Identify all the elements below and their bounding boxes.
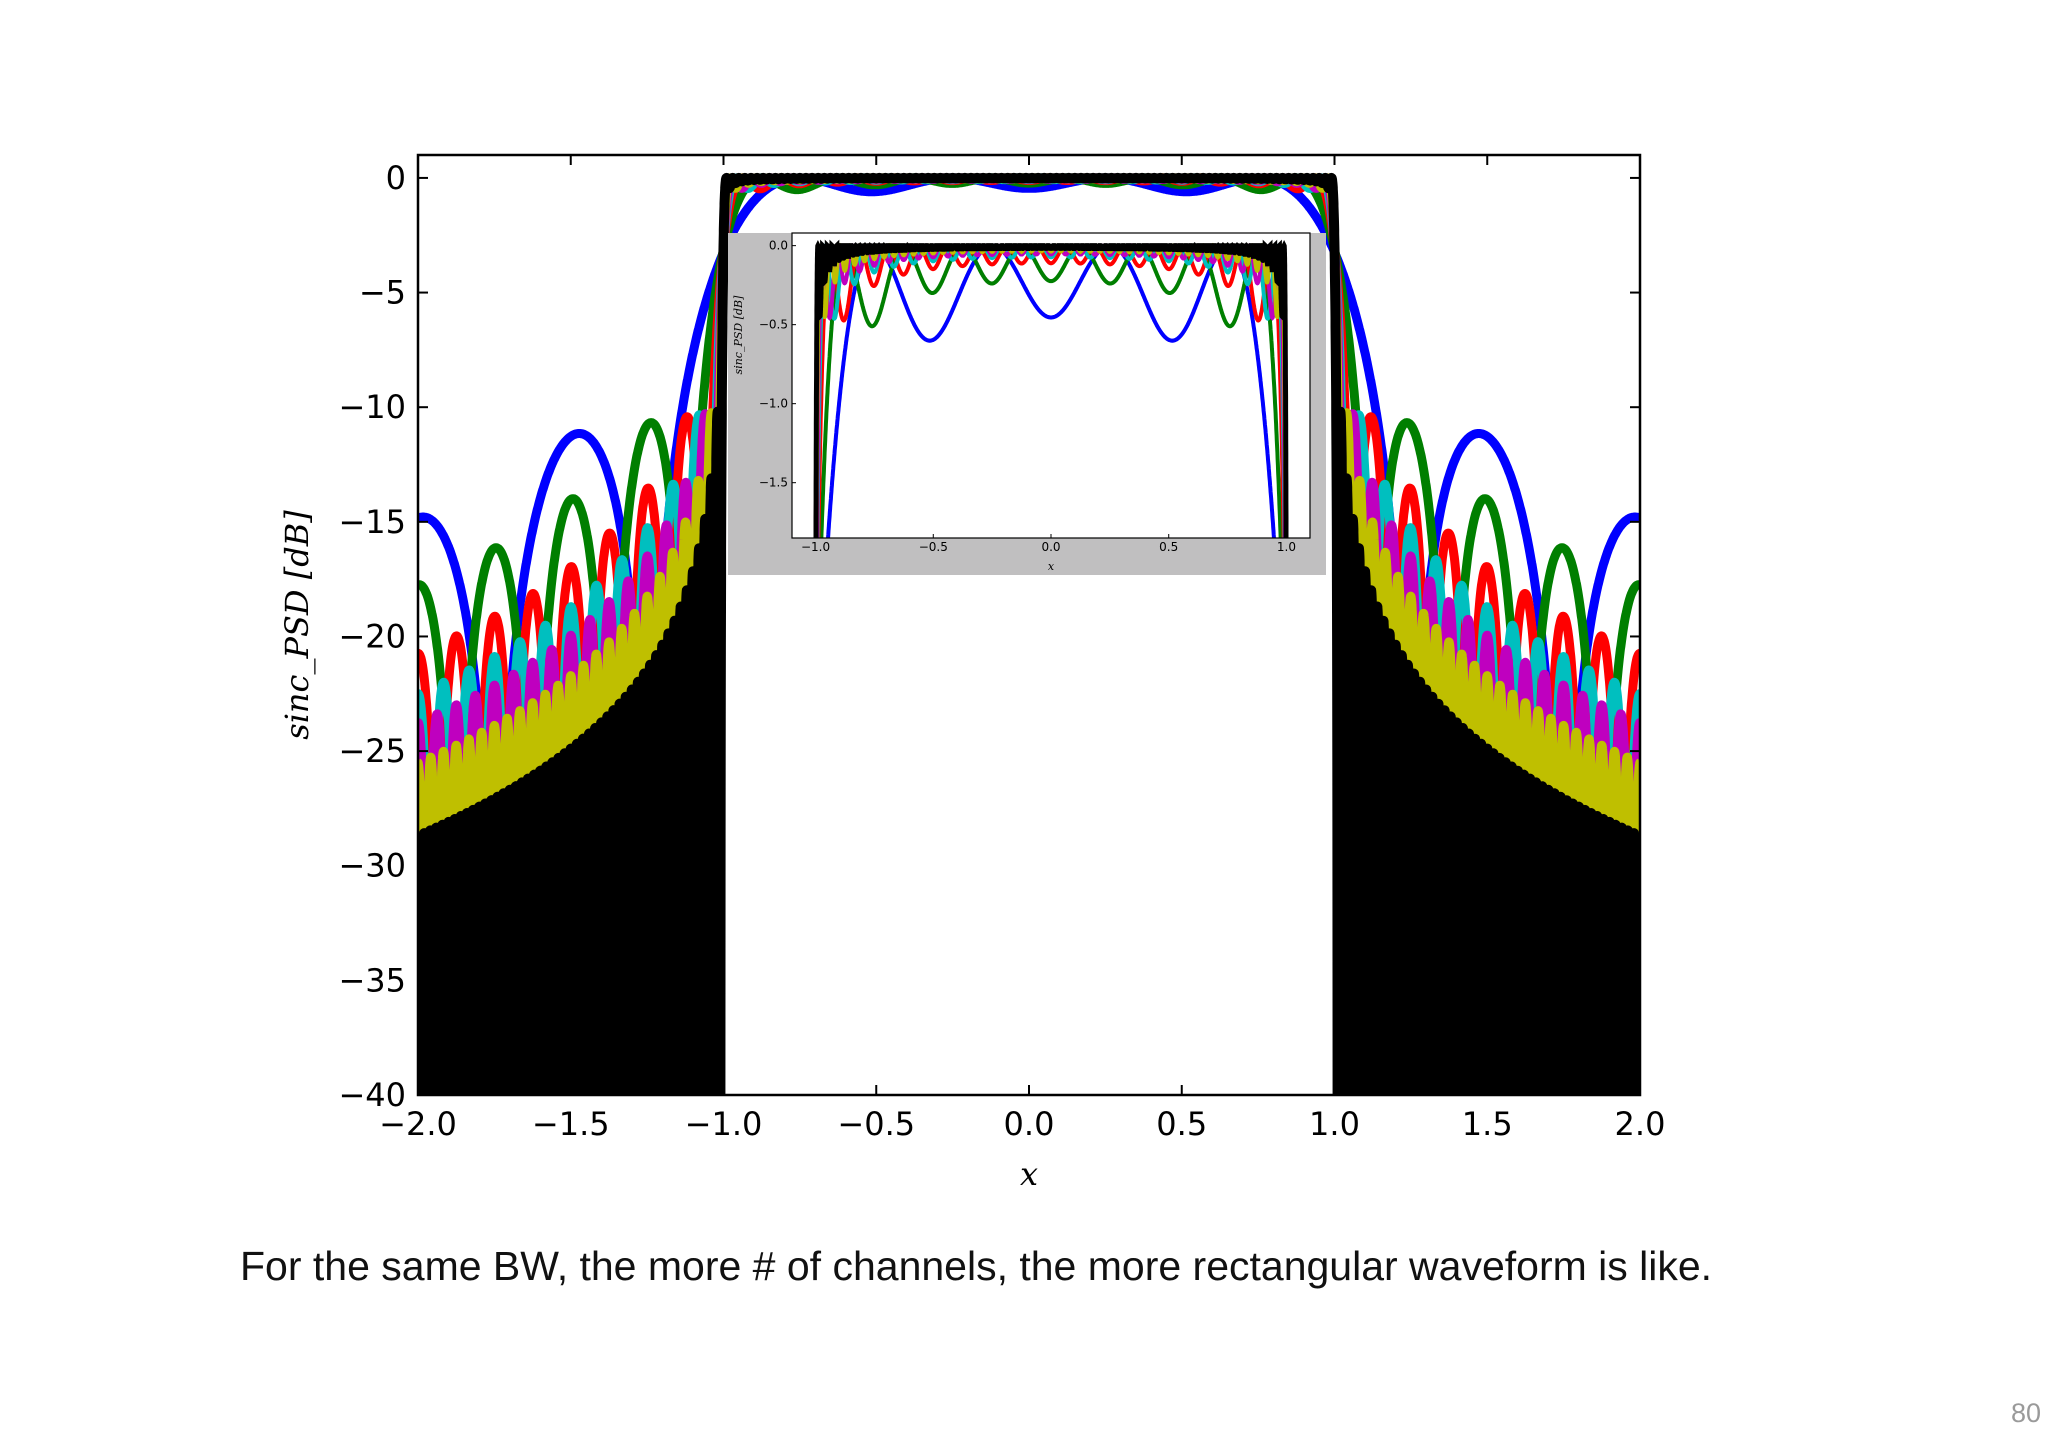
inset-x-axis-label: x (1048, 560, 1055, 573)
main-x-tick-label: −1.0 (685, 1105, 763, 1143)
main-x-tick-label: 0.5 (1156, 1105, 1207, 1143)
inset-y-tick-label: −0.5 (759, 318, 788, 332)
main-y-tick-label: −15 (338, 503, 406, 541)
inset-x-tick-label: 1.0 (1277, 540, 1296, 554)
main-y-tick-label: −25 (338, 732, 406, 770)
main-y-tick-label: −5 (359, 274, 406, 312)
inset-x-tick-label: −0.5 (919, 540, 948, 554)
inset-plot-area (792, 233, 1310, 538)
main-y-tick-label: −30 (338, 847, 406, 885)
inset-y-tick-label: −1.0 (759, 397, 788, 411)
main-y-tick-label: −40 (338, 1076, 406, 1114)
inset-y-tick-label: 0.0 (769, 239, 788, 253)
inset-y-tick-label: −1.5 (759, 476, 788, 490)
inset-axis-ticks: −1.0 −0.5 0.0 0.5 1.0 0.0 −0.5 −1.0 −1.5 (759, 239, 1296, 554)
main-x-tick-label: 1.5 (1462, 1105, 1513, 1143)
main-series-line-4-channels (418, 173, 1640, 1095)
inset-x-tick-label: −1.0 (801, 540, 830, 554)
main-x-tick-label: −0.5 (837, 1105, 915, 1143)
inset-chart: −1.0 −0.5 0.0 0.5 1.0 0.0 −0.5 −1.0 −1.5 x sinc_… (728, 232, 1326, 575)
main-x-tick-label: 1.0 (1309, 1105, 1360, 1143)
page-number: 80 (2010, 1398, 2041, 1428)
main-series-group (418, 172, 1640, 1095)
inset-series-line-8-channels (819, 243, 1283, 538)
inset-x-tick-label: 0.0 (1041, 540, 1060, 554)
inset-series-line-16-channels (816, 243, 1286, 538)
main-x-tick-label: −1.5 (532, 1105, 610, 1143)
main-y-tick-label: 0 (386, 159, 406, 197)
inset-y-axis-label: sinc_PSD [dB] (732, 295, 745, 375)
main-y-tick-label: −35 (338, 961, 406, 999)
inset-series-group (813, 239, 1289, 538)
main-y-tick-label: −20 (338, 617, 406, 655)
main-chart: −2.0 −1.5 −1.0 −0.5 0.0 0.5 1.0 1.5 2.0 0 −5 −10 −15… (278, 153, 1665, 1193)
main-x-axis-label: x (1020, 1155, 1038, 1193)
main-x-tick-label: −2.0 (379, 1105, 457, 1143)
main-x-tick-label: 2.0 (1615, 1105, 1666, 1143)
main-y-axis-label: sinc_PSD [dB] (278, 510, 316, 740)
main-y-tick-label: −10 (338, 388, 406, 426)
inset-x-tick-label: 0.5 (1159, 540, 1178, 554)
main-series-line-100-channels (418, 172, 1640, 1095)
inset-series-line-100-channels (813, 239, 1289, 538)
main-x-tick-label: 0.0 (1004, 1105, 1055, 1143)
slide-caption: For the same BW, the more # of channels,… (240, 1243, 1713, 1289)
main-axis-ticks: −2.0 −1.5 −1.0 −0.5 0.0 0.5 1.0 1.5 2.0 0 −5 −10 −15… (338, 155, 1665, 1143)
